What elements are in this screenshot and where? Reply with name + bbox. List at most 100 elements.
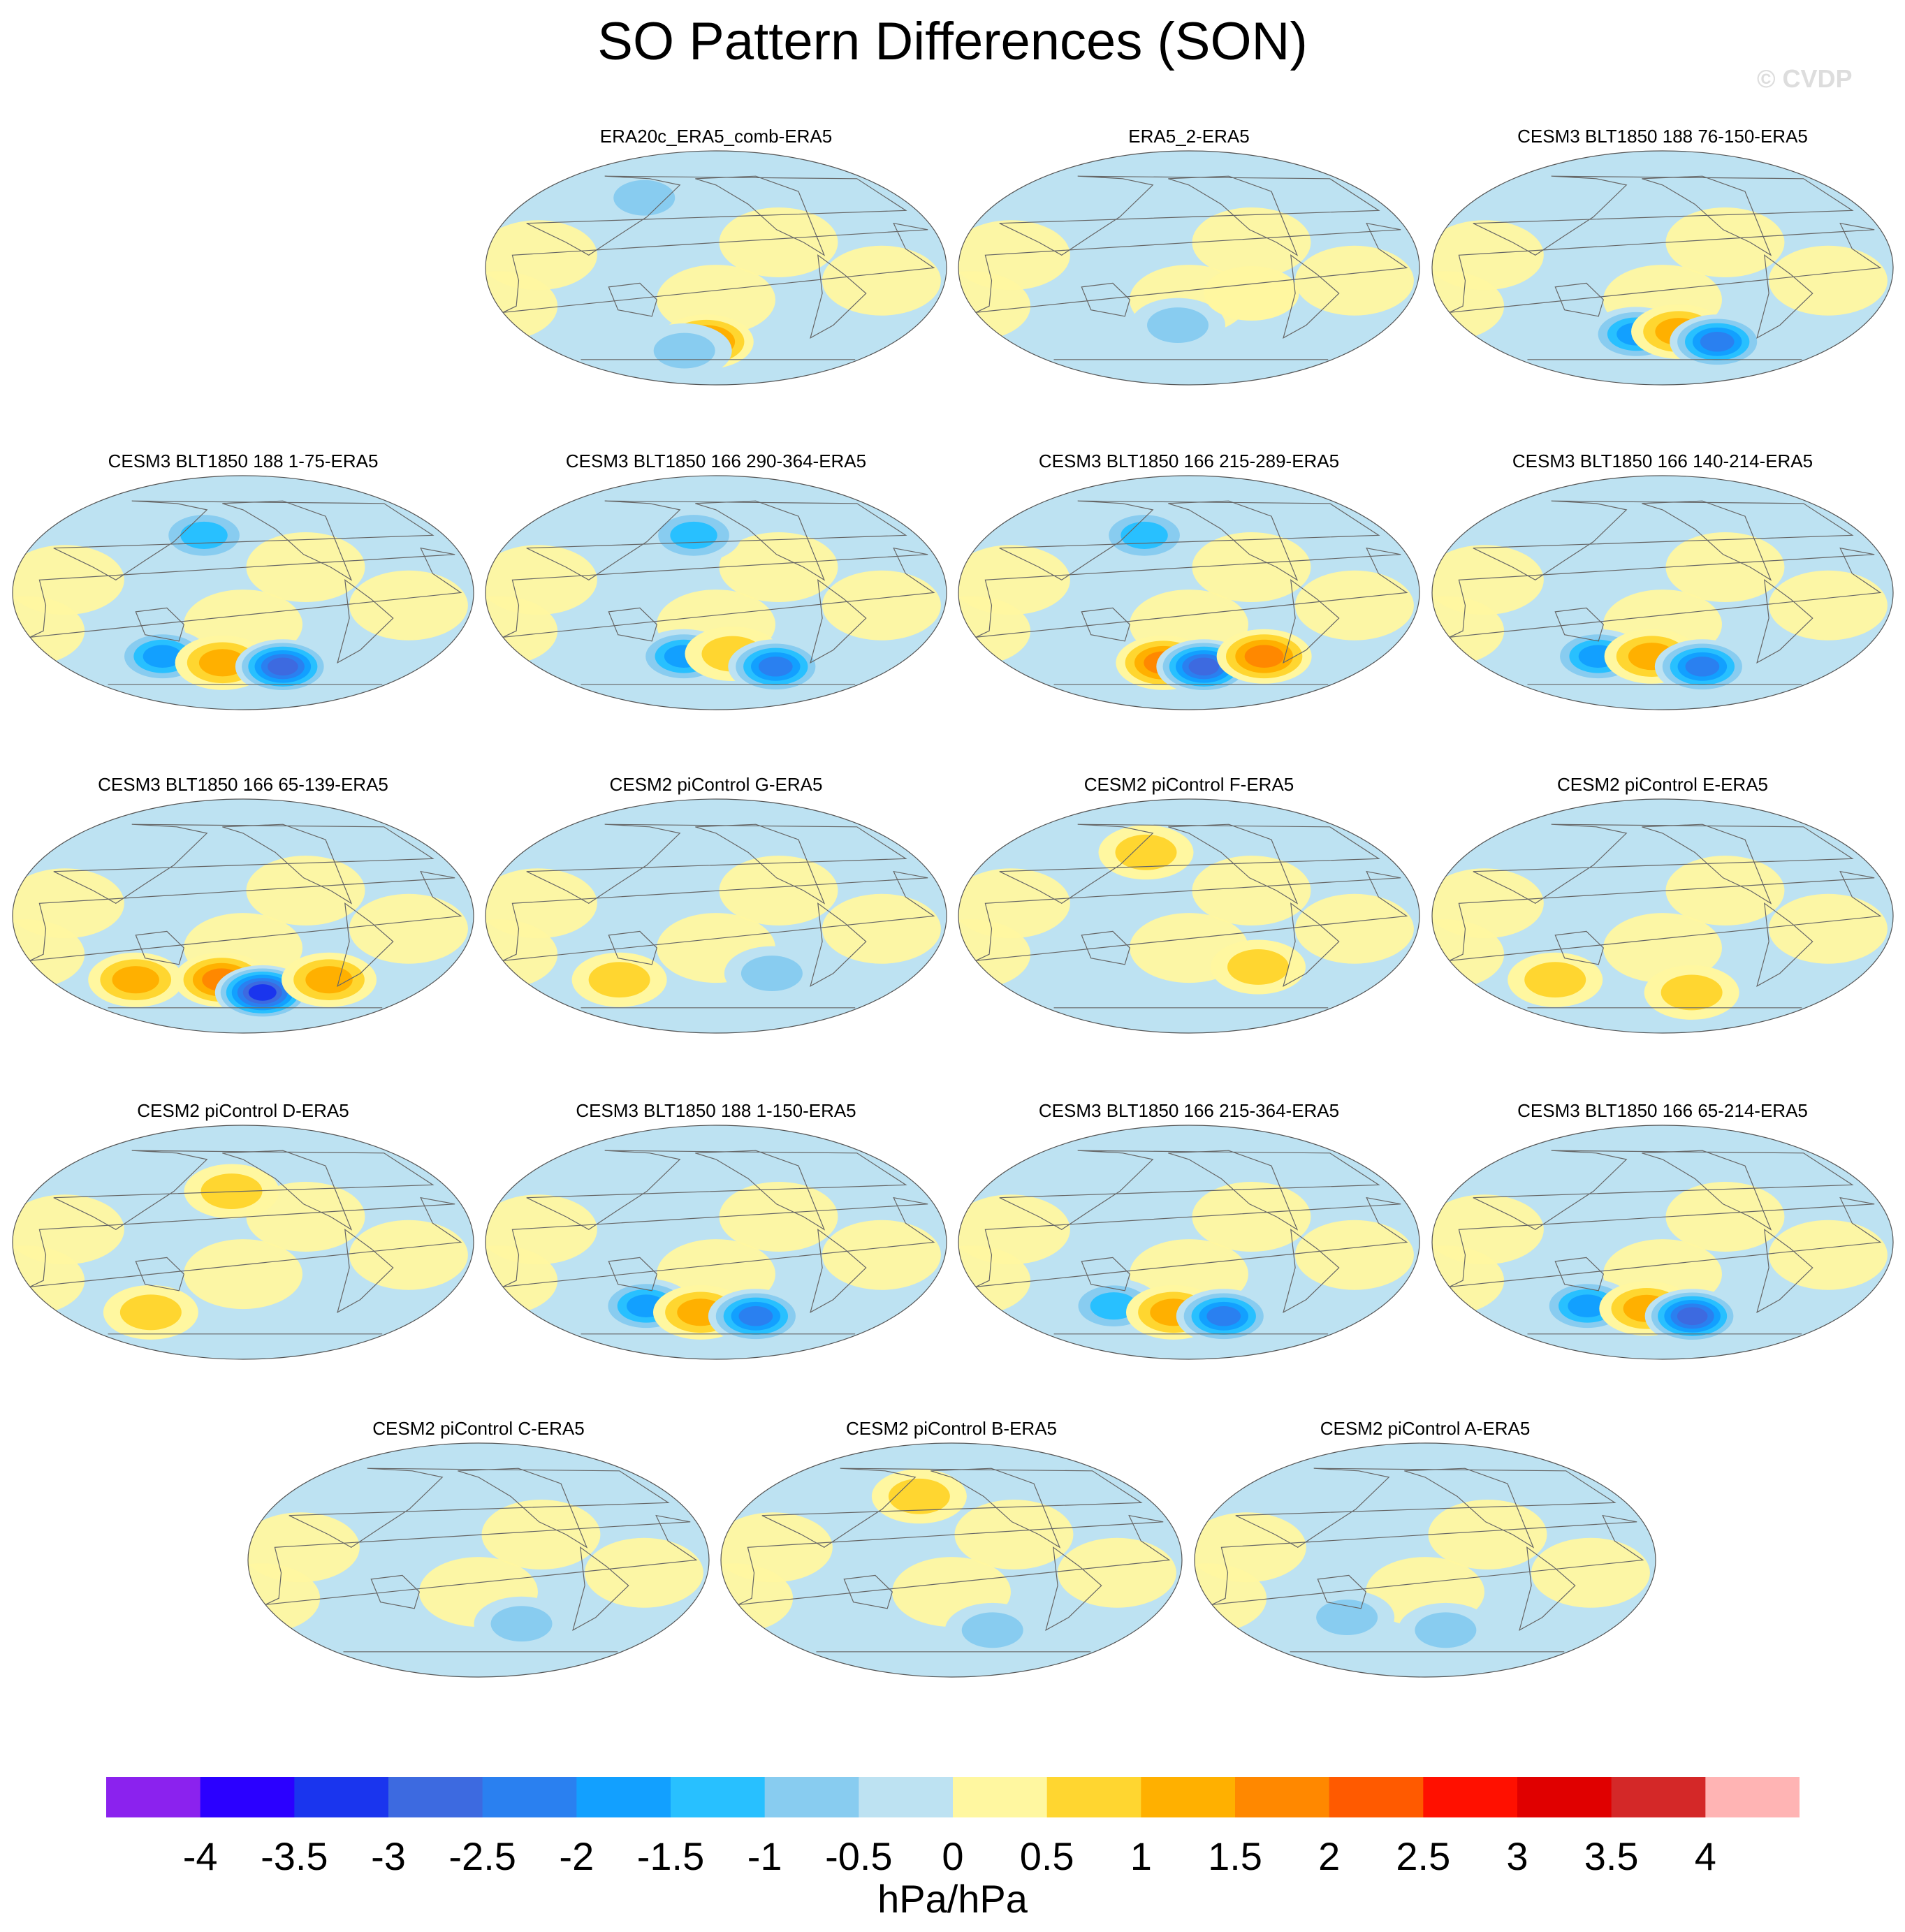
map-frame: [1431, 475, 1894, 710]
colorbar-tick-label: -2: [559, 1834, 594, 1878]
continent-outline: [1756, 902, 1813, 988]
continent-outline: [502, 870, 935, 961]
colorbar-swatch: [671, 1777, 766, 1817]
continent-outline: [1283, 579, 1340, 664]
panel-title: CESM2 piControl B-ERA5: [846, 1418, 1057, 1439]
continent-outline: [289, 1468, 670, 1549]
continent-outline: [53, 500, 435, 581]
continent-outline: [608, 282, 657, 317]
map-anomaly-contour: [613, 180, 676, 216]
map-frame: [12, 798, 474, 1034]
panel-title: CESM3 BLT1850 166 290-364-ERA5: [565, 451, 867, 471]
map-frame: [12, 475, 474, 710]
panel-title: CESM2 piControl F-ERA5: [1083, 774, 1294, 795]
panel-title: CESM3 BLT1850 188 1-75-ERA5: [108, 451, 379, 471]
continent-outline: [1756, 579, 1813, 664]
map-anomaly-band: [1192, 856, 1311, 926]
continent-outline: [337, 579, 394, 664]
map-anomaly-band: [1192, 532, 1311, 603]
map-anomaly-band: [1665, 532, 1785, 603]
colorbar-tick-label: -3: [371, 1834, 406, 1878]
map-anomaly-contour: [1685, 657, 1720, 677]
continent-outline: [526, 175, 907, 256]
map-frame: [247, 1442, 710, 1678]
map-svg: [958, 150, 1420, 386]
continent-outline: [1642, 500, 1772, 581]
continent-outline: [135, 1257, 184, 1291]
map-anomaly-contour: [1661, 974, 1723, 1011]
colorbar-swatch: [1329, 1777, 1424, 1817]
map-anomaly-band: [1294, 893, 1414, 964]
continent-outline: [222, 1150, 353, 1231]
map-svg: [12, 798, 474, 1034]
map-frame: [958, 150, 1420, 386]
cvdp-watermark: © CVDP: [1757, 64, 1853, 93]
map-svg: [1194, 1442, 1656, 1678]
continent-outline: [1473, 824, 1854, 905]
map-anomaly-contour: [112, 966, 159, 994]
colorbar-swatch: [294, 1777, 389, 1817]
colorbar-tick-label: 3.5: [1584, 1834, 1639, 1878]
continent-outline: [608, 930, 657, 965]
map-anomaly-contour: [1415, 1612, 1477, 1648]
map-anomaly-band: [1768, 570, 1888, 641]
colorbar-swatch: [1517, 1777, 1612, 1817]
map-frame: [485, 475, 947, 710]
continent-outline: [1449, 222, 1882, 313]
map-anomaly-contour: [1316, 1600, 1378, 1635]
colorbar-swatch: [859, 1777, 954, 1817]
map-frame: [485, 150, 947, 386]
colorbar-tick-label: -0.5: [825, 1834, 893, 1878]
continent-outline: [1283, 1229, 1340, 1314]
map-anomaly-band: [349, 570, 468, 641]
panel-title: CESM3 BLT1850 188 76-150-ERA5: [1517, 126, 1808, 147]
colorbar-swatch: [953, 1777, 1048, 1817]
map-panel: CESM2 piControl A-ERA5: [1191, 1418, 1659, 1739]
continent-outline: [1554, 1257, 1604, 1291]
colorbar-tick-label: -2.5: [448, 1834, 516, 1878]
colorbar-swatch: [1235, 1777, 1330, 1817]
map-anomaly-contour: [1524, 962, 1586, 998]
continent-outline: [930, 1468, 1061, 1549]
map-panel: CESM2 piControl C-ERA5: [244, 1418, 713, 1739]
continent-outline: [975, 547, 1408, 638]
continent-outline: [999, 1150, 1380, 1231]
colorbar-tick-label: -1: [747, 1834, 782, 1878]
map-frame: [1431, 150, 1894, 386]
map-anomaly-band: [1768, 1220, 1888, 1290]
map-anomaly-contour: [1115, 834, 1177, 870]
map-anomaly-band: [719, 207, 838, 278]
continent-outline: [1449, 1196, 1882, 1287]
map-anomaly-contour: [758, 657, 793, 677]
map-svg: [958, 1125, 1420, 1360]
continent-outline: [1642, 175, 1772, 256]
continent-outline: [999, 500, 1380, 581]
colorbar-swatch: [764, 1777, 859, 1817]
continent-outline: [1168, 500, 1299, 581]
map-anomaly-band: [584, 1537, 703, 1608]
map-anomaly-contour: [180, 521, 228, 549]
continent-outline: [975, 222, 1408, 313]
map-anomaly-band: [719, 856, 838, 926]
map-svg: [958, 798, 1420, 1034]
map-anomaly-contour: [1700, 332, 1735, 352]
map-svg: [485, 475, 947, 710]
map-anomaly-band: [719, 532, 838, 603]
panel-title: CESM2 piControl A-ERA5: [1320, 1418, 1531, 1439]
continent-outline: [608, 1257, 657, 1291]
continent-outline: [1473, 1150, 1854, 1231]
continent-outline: [810, 254, 867, 339]
colorbar-tick-label: 0.5: [1019, 1834, 1074, 1878]
continent-outline: [810, 1229, 867, 1314]
map-anomaly-contour: [888, 1478, 950, 1514]
map-anomaly-band: [1665, 207, 1785, 278]
map-anomaly-band: [1294, 570, 1414, 641]
continent-outline: [1473, 500, 1854, 581]
continent-outline: [29, 1196, 462, 1287]
continent-outline: [1756, 254, 1813, 339]
continent-outline: [1283, 902, 1340, 988]
map-svg: [485, 1125, 947, 1360]
map-panel: CESM3 BLT1850 166 140-214-ERA5: [1429, 451, 1897, 772]
map-panel: CESM2 piControl F-ERA5: [955, 774, 1423, 1095]
colorbar-tick-label: -1.5: [636, 1834, 705, 1878]
